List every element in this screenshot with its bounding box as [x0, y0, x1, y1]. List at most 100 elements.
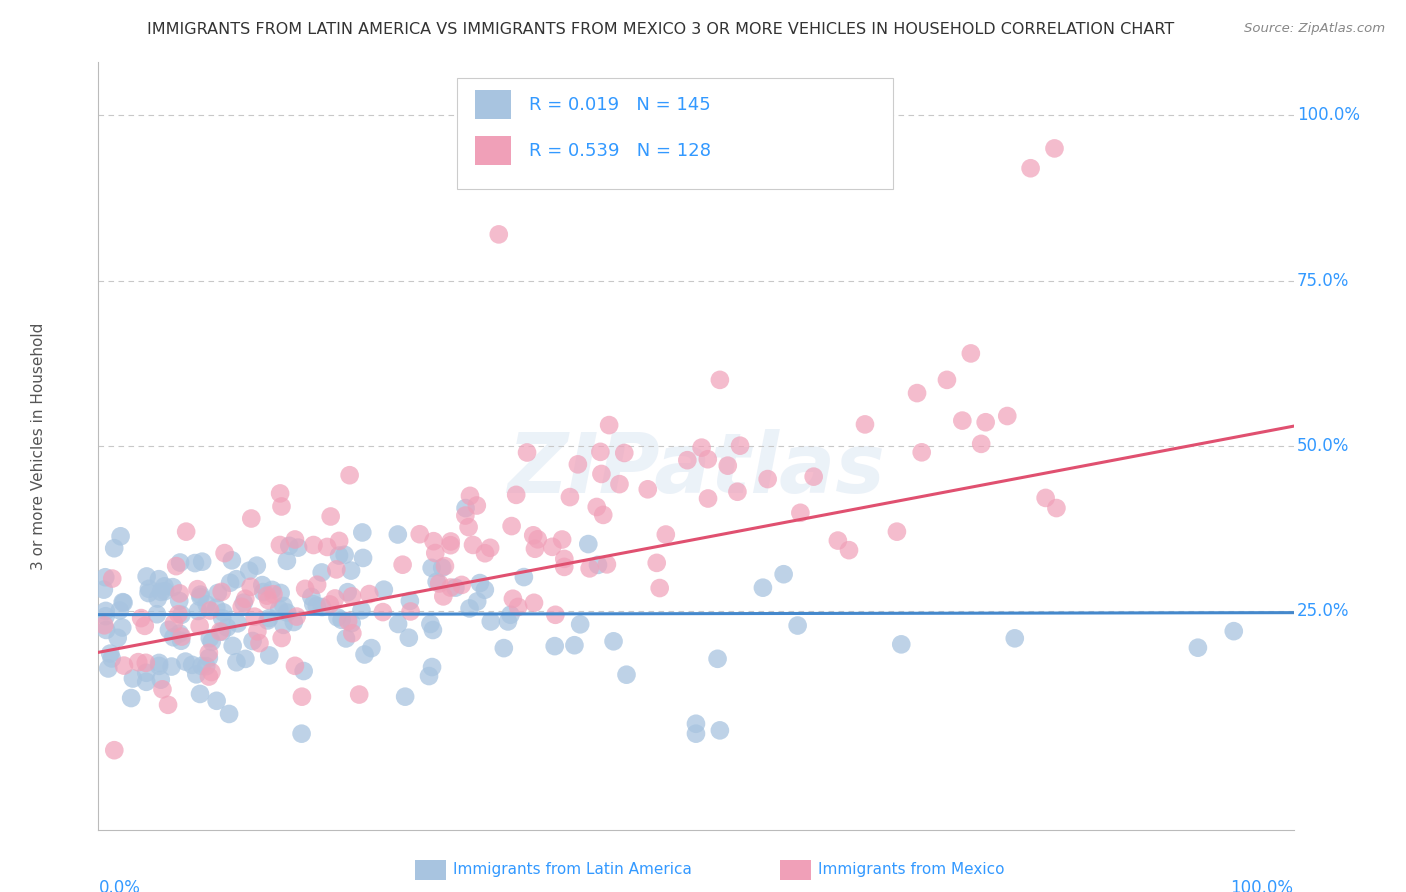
Point [129, 611, 152, 625]
Point [1223, 624, 1246, 639]
Point [174, 524, 197, 539]
Point [148, 572, 170, 586]
Point [339, 468, 361, 483]
Point [94, 609, 117, 624]
Point [242, 634, 264, 648]
Point [960, 346, 983, 360]
Point [645, 556, 668, 570]
Point [184, 556, 207, 570]
Point [439, 581, 461, 595]
Point [269, 486, 291, 500]
Point [325, 562, 347, 576]
Point [187, 604, 209, 618]
Point [585, 500, 607, 514]
Point [717, 458, 740, 473]
Point [728, 439, 751, 453]
Point [598, 418, 620, 433]
Point [335, 632, 357, 646]
Point [838, 543, 860, 558]
Point [474, 582, 496, 597]
Point [394, 690, 416, 704]
Point [725, 484, 748, 499]
Point [270, 631, 292, 645]
Point [152, 682, 174, 697]
Point [616, 667, 638, 681]
Point [186, 582, 208, 596]
Point [174, 655, 197, 669]
Point [146, 591, 169, 606]
Point [214, 546, 236, 560]
FancyBboxPatch shape [457, 78, 893, 189]
Point [195, 598, 218, 612]
Point [249, 636, 271, 650]
Point [122, 672, 145, 686]
Point [709, 723, 731, 738]
Point [284, 658, 307, 673]
Point [93, 618, 115, 632]
Text: 3 or more Vehicles in Household: 3 or more Vehicles in Household [31, 322, 46, 570]
Point [613, 446, 636, 460]
Point [299, 590, 322, 604]
Point [551, 533, 574, 547]
Point [238, 564, 260, 578]
Point [936, 373, 959, 387]
Point [127, 655, 149, 669]
Point [195, 659, 218, 673]
Point [276, 554, 298, 568]
Point [492, 641, 515, 656]
Point [120, 691, 142, 706]
Point [302, 538, 325, 552]
Point [387, 527, 409, 541]
Point [468, 576, 491, 591]
Point [198, 646, 221, 660]
Point [974, 415, 997, 429]
Point [111, 620, 134, 634]
Point [170, 630, 193, 644]
Point [399, 604, 422, 618]
Point [508, 599, 530, 614]
Point [752, 581, 775, 595]
Point [181, 657, 204, 672]
Point [420, 561, 443, 575]
Point [307, 578, 329, 592]
Point [461, 538, 484, 552]
Point [231, 599, 253, 614]
Point [516, 445, 538, 459]
Point [513, 570, 536, 584]
Point [269, 538, 291, 552]
Point [706, 652, 728, 666]
Point [232, 596, 254, 610]
Point [218, 706, 240, 721]
Point [474, 546, 496, 560]
Point [496, 615, 519, 629]
Point [419, 617, 441, 632]
Point [270, 586, 292, 600]
Point [886, 524, 908, 539]
Point [240, 511, 263, 525]
Point [107, 631, 129, 645]
Point [201, 635, 224, 649]
Point [111, 595, 134, 609]
Point [225, 655, 247, 669]
Point [523, 541, 546, 556]
Point [217, 620, 239, 634]
Point [101, 572, 124, 586]
Point [786, 618, 808, 632]
Point [589, 445, 612, 459]
Point [803, 469, 825, 483]
Point [209, 624, 232, 639]
Point [319, 598, 342, 612]
Point [479, 541, 502, 555]
Point [273, 618, 295, 632]
Point [188, 687, 211, 701]
Point [522, 528, 544, 542]
Point [138, 582, 160, 596]
Text: Source: ZipAtlas.com: Source: ZipAtlas.com [1244, 22, 1385, 36]
Point [853, 417, 876, 432]
Point [1187, 640, 1209, 655]
Point [233, 591, 256, 606]
Point [198, 669, 221, 683]
Point [696, 452, 718, 467]
Point [170, 633, 193, 648]
Text: 100.0%: 100.0% [1230, 880, 1294, 892]
